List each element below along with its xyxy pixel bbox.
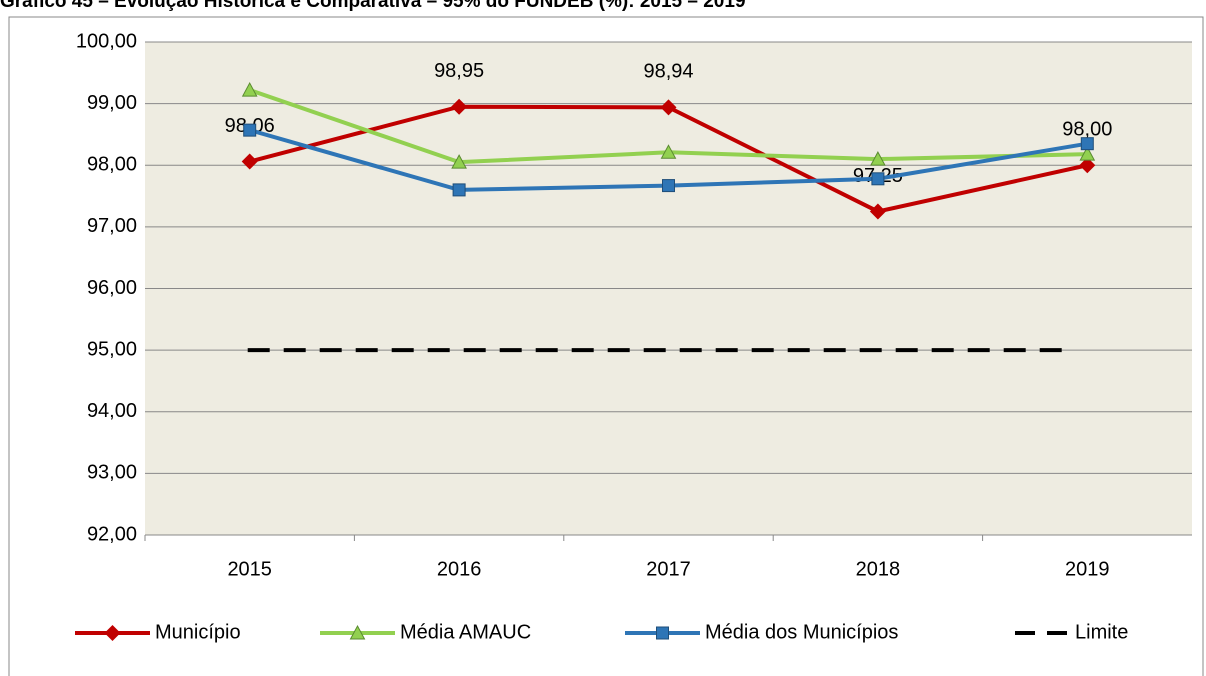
marker — [452, 183, 466, 197]
legend-marker — [104, 625, 121, 641]
x-tick-label: 2019 — [1065, 558, 1110, 580]
legend-label: Limite — [1075, 621, 1128, 643]
marker — [451, 154, 467, 169]
y-tick-label: 96,00 — [87, 277, 137, 299]
legend-label: Média dos Municípios — [705, 621, 898, 643]
marker — [870, 151, 886, 166]
legend-label: Município — [155, 621, 241, 643]
marker — [660, 99, 677, 116]
marker — [243, 123, 257, 137]
y-tick-label: 98,00 — [87, 154, 137, 176]
y-tick-label: 93,00 — [87, 462, 137, 484]
marker — [241, 153, 258, 170]
x-tick-label: 2015 — [227, 558, 272, 580]
marker — [871, 172, 885, 186]
data-label: 98,95 — [434, 60, 484, 82]
data-label: 98,94 — [643, 61, 693, 83]
y-tick-label: 97,00 — [87, 215, 137, 237]
x-tick-label: 2016 — [437, 558, 482, 580]
marker — [1080, 137, 1094, 151]
legend-marker — [656, 626, 669, 640]
marker — [660, 144, 677, 159]
y-tick-label: 95,00 — [87, 338, 137, 360]
y-tick-label: 94,00 — [87, 400, 137, 422]
legend-marker — [349, 624, 366, 640]
legend-label: Média AMAUC — [400, 621, 531, 643]
marker — [451, 98, 468, 115]
x-tick-label: 2017 — [646, 558, 691, 580]
chart-title: Gráfico 45 – Evolução Histórica e Compar… — [0, 0, 746, 12]
marker — [241, 82, 258, 97]
data-label: 98,00 — [1062, 119, 1112, 141]
y-tick-label: 100,00 — [76, 30, 137, 52]
marker — [1079, 157, 1096, 174]
marker — [662, 179, 675, 193]
marker — [869, 203, 886, 220]
y-tick-label: 99,00 — [87, 92, 137, 114]
x-tick-label: 2018 — [856, 558, 901, 580]
y-tick-label: 92,00 — [87, 523, 137, 545]
marker — [1079, 146, 1096, 161]
